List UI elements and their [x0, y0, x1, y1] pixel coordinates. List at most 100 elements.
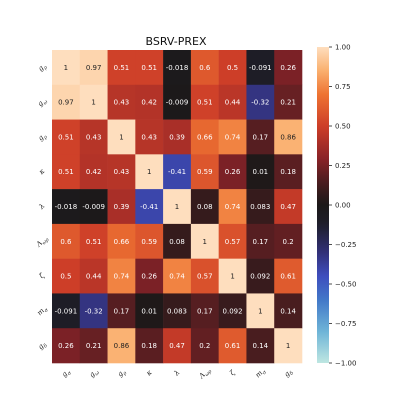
heatmap-cell-r6-c4 — [163, 258, 192, 294]
colorbar-tick-label-0: −1.00 — [335, 360, 356, 368]
heatmap-cell-label-r4-c0: -0.018 — [55, 203, 78, 211]
heatmap-cell-label-r6-c0: 0.5 — [60, 273, 71, 281]
y-tick-label-4: λ — [37, 202, 47, 212]
x-tick-label-3: κ — [144, 368, 154, 378]
heatmap-cell-label-r2-c0: 0.51 — [58, 133, 74, 141]
heatmap-cell-label-r4-c7: 0.083 — [250, 203, 270, 211]
heatmap-cell-r6-c6 — [218, 258, 247, 294]
y-tick-label-1: gω — [36, 96, 49, 109]
colorbar-tick-label-3: −0.25 — [335, 241, 356, 249]
heatmap-cell-label-r8-c8: 1 — [286, 342, 290, 350]
x-tick-label-6: ζ — [228, 368, 237, 377]
heatmap-cell-r2-c7 — [246, 119, 275, 155]
heatmap-cell-label-r6-c1: 0.44 — [86, 273, 102, 281]
heatmap-cell-r3-c3 — [135, 154, 164, 190]
heatmap-cell-r2-c2 — [107, 119, 136, 155]
heatmap-cell-label-r0-c6: 0.5 — [227, 64, 238, 72]
heatmap-cell-r5-c0 — [52, 223, 81, 259]
heatmap-cell-r1-c1 — [79, 84, 108, 120]
heatmap-cell-label-r8-c2: 0.86 — [114, 342, 130, 350]
heatmap-cell-label-r2-c7: 0.17 — [253, 133, 269, 141]
heatmap-cell-r3-c2 — [107, 154, 136, 190]
heatmap-cell-label-r0-c5: 0.6 — [199, 64, 211, 72]
heatmap-cell-label-r7-c8: 0.14 — [280, 307, 296, 315]
heatmap-cell-r2-c5 — [190, 119, 219, 155]
heatmap-cell-label-r6-c5: 0.57 — [197, 273, 213, 281]
heatmap-cell-label-r1-c7: -0.32 — [251, 99, 269, 107]
heatmap-cell-r3-c4 — [163, 154, 192, 190]
heatmap-cell-r7-c2 — [107, 293, 136, 329]
y-tick-label-5: Λωρ — [34, 234, 50, 250]
heatmap-cell-r2-c4 — [163, 119, 192, 155]
heatmap-cell-label-r5-c6: 0.57 — [225, 238, 241, 246]
heatmap-cell-label-r3-c6: 0.26 — [225, 168, 241, 176]
heatmap-cell-r8-c4 — [163, 328, 192, 364]
heatmap-cell-r5-c1 — [79, 223, 108, 259]
heatmap-cell-r5-c8 — [274, 223, 303, 259]
heatmap-cell-label-r8-c7: 0.14 — [253, 342, 269, 350]
heatmap-cell-r8-c0 — [52, 328, 81, 364]
heatmap-cell-label-r4-c8: 0.47 — [280, 203, 296, 211]
heatmap-cell-label-r1-c5: 0.51 — [197, 99, 213, 107]
heatmap-cell-label-r4-c1: -0.009 — [82, 203, 105, 211]
heatmap-cell-r4-c1 — [79, 189, 108, 225]
heatmap-cell-r7-c7 — [246, 293, 275, 329]
heatmap-cell-r7-c0 — [52, 293, 81, 329]
heatmap-cell-r6-c8 — [274, 258, 303, 294]
heatmap-cell-r2-c1 — [79, 119, 108, 155]
x-tick-label-5: Λωρ — [197, 366, 213, 382]
heatmap-cell-label-r2-c2: 1 — [119, 133, 123, 141]
y-tick-label-2: gρ — [37, 131, 49, 143]
heatmap-cell-r3-c5 — [190, 154, 219, 190]
colorbar — [317, 47, 329, 363]
heatmap-cell-r7-c8 — [274, 293, 303, 329]
y-tick-label-8: gδ — [37, 340, 49, 352]
heatmap-cell-r7-c3 — [135, 293, 164, 329]
heatmap-cell-label-r3-c1: 0.42 — [86, 168, 102, 176]
x-tick-label-4: λ — [172, 369, 182, 379]
heatmap-cell-label-r7-c1: -0.32 — [85, 307, 103, 315]
heatmap-cell-label-r0-c1: 0.97 — [86, 64, 102, 72]
heatmap-cell-r8-c1 — [79, 328, 108, 364]
x-tick-label-2: gρ — [116, 368, 128, 380]
heatmap-cell-r8-c6 — [218, 328, 247, 364]
heatmap-cell-label-r5-c4: 0.08 — [169, 238, 185, 246]
heatmap-cell-label-r2-c1: 0.43 — [86, 133, 102, 141]
heatmap-cell-r4-c2 — [107, 189, 136, 225]
heatmap-cell-r8-c7 — [246, 328, 275, 364]
heatmap-cell-r0-c3 — [135, 50, 164, 86]
heatmap-cell-label-r2-c8: 0.86 — [280, 133, 296, 141]
heatmap-cell-label-r5-c5: 1 — [203, 238, 207, 246]
heatmap-cell-label-r6-c6: 1 — [230, 273, 234, 281]
heatmap-cell-label-r0-c8: 0.26 — [280, 64, 296, 72]
heatmap-cell-label-r2-c4: 0.39 — [169, 133, 185, 141]
heatmap-cell-label-r1-c6: 0.44 — [225, 99, 241, 107]
heatmap-cell-label-r8-c0: 0.26 — [58, 342, 74, 350]
heatmap-cell-label-r8-c5: 0.2 — [199, 342, 210, 350]
heatmap-cell-r4-c8 — [274, 189, 303, 225]
heatmap-cell-r4-c6 — [218, 189, 247, 225]
heatmap-cell-r7-c6 — [218, 293, 247, 329]
colorbar-tick-label-7: 0.75 — [335, 83, 351, 91]
heatmap-cell-label-r1-c8: 0.21 — [280, 99, 296, 107]
heatmap-cell-r3-c6 — [218, 154, 247, 190]
heatmap-cell-label-r0-c4: -0.018 — [166, 64, 189, 72]
heatmap-cell-r3-c0 — [52, 154, 81, 190]
heatmap-cell-r1-c6 — [218, 84, 247, 120]
heatmap-cell-r4-c7 — [246, 189, 275, 225]
heatmap-cell-label-r0-c2: 0.51 — [114, 64, 130, 72]
heatmap-cell-r1-c4 — [163, 84, 192, 120]
y-tick-label-0: gρ — [37, 62, 49, 74]
heatmap-cell-label-r7-c6: 0.092 — [223, 307, 243, 315]
heatmap-cell-r0-c4 — [163, 50, 192, 86]
heatmap-cell-label-r1-c4: -0.009 — [166, 99, 189, 107]
heatmap-cell-label-r3-c2: 0.43 — [114, 168, 130, 176]
heatmap-cell-r0-c6 — [218, 50, 247, 86]
heatmap-cell-label-r8-c4: 0.47 — [169, 342, 185, 350]
heatmap-cell-r0-c0 — [52, 50, 81, 86]
heatmap-cell-label-r1-c2: 0.43 — [114, 99, 130, 107]
heatmap-cell-r6-c3 — [135, 258, 164, 294]
heatmap-cell-label-r3-c8: 0.18 — [280, 168, 296, 176]
heatmap-cell-r6-c0 — [52, 258, 81, 294]
